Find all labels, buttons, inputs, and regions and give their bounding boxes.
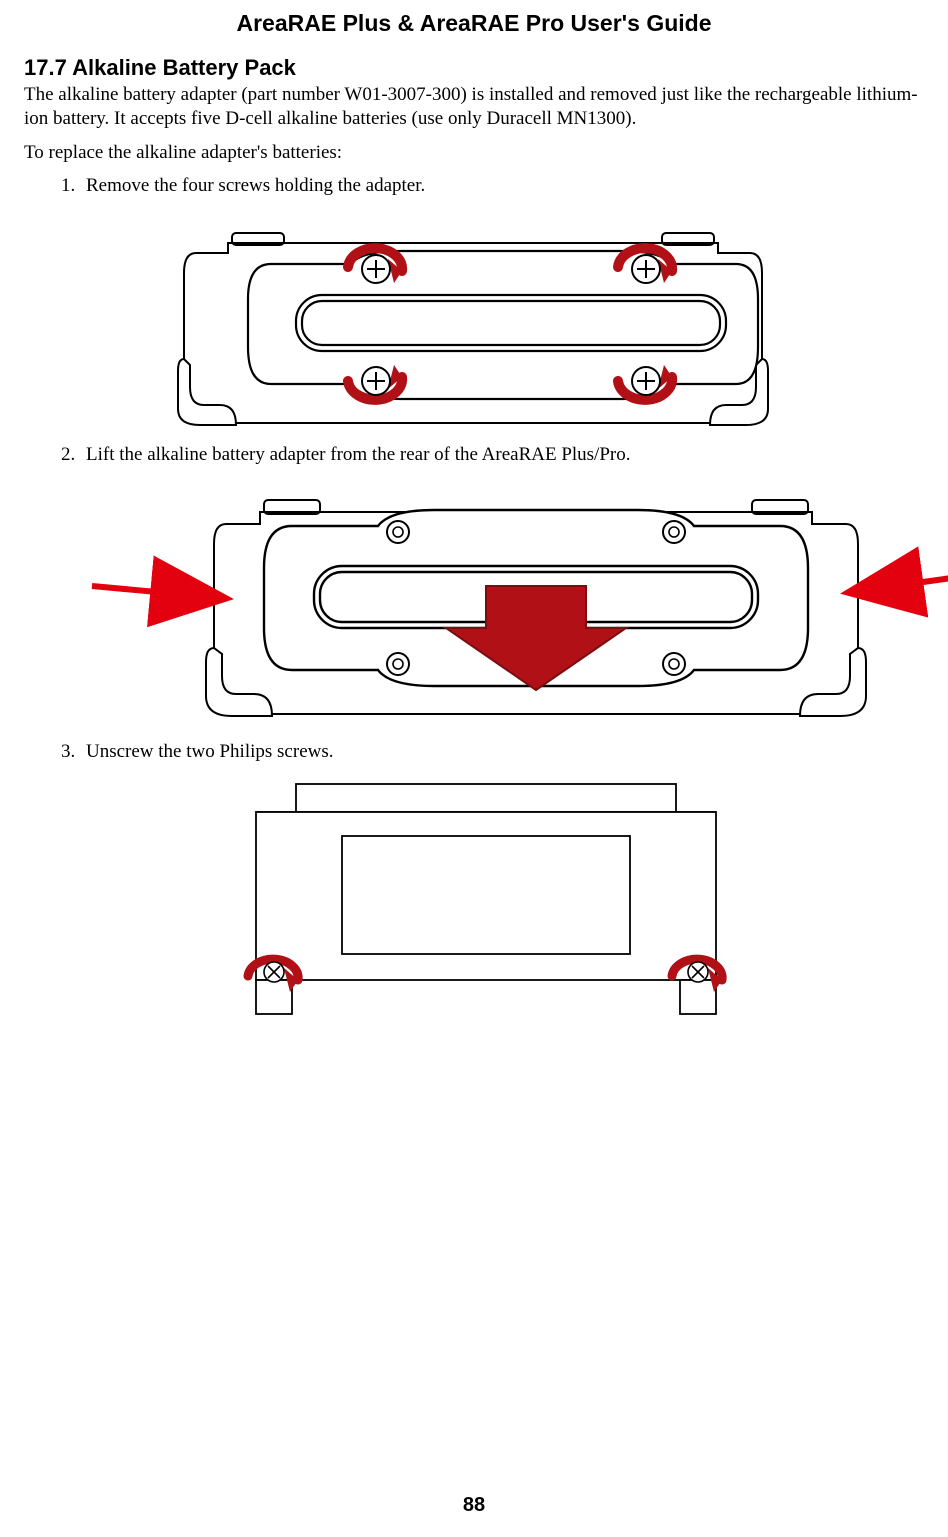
- lift-adapter-diagram: [86, 478, 948, 726]
- document-page: AreaRAE Plus & AreaRAE Pro User's Guide …: [0, 0, 948, 1537]
- figure-1: [176, 209, 924, 429]
- philips-screws-diagram: [176, 774, 796, 1034]
- list-item: Remove the four screws holding the adapt…: [80, 174, 924, 429]
- list-item: Lift the alkaline battery adapter from t…: [80, 443, 924, 726]
- step-text: Unscrew the two Philips screws.: [86, 741, 334, 762]
- page-number: 88: [0, 1494, 948, 1517]
- running-head: AreaRAE Plus & AreaRAE Pro User's Guide: [24, 10, 924, 37]
- step-text: Lift the alkaline battery adapter from t…: [86, 444, 630, 465]
- section-heading: 17.7 Alkaline Battery Pack: [24, 55, 924, 81]
- intro-paragraph: The alkaline battery adapter (part numbe…: [24, 83, 924, 131]
- lead-in: To replace the alkaline adapter's batter…: [24, 141, 924, 165]
- right-arrow-icon: [852, 574, 948, 592]
- step-list: Remove the four screws holding the adapt…: [24, 174, 924, 1034]
- figure-2: [86, 478, 924, 726]
- figure-3: [176, 774, 924, 1034]
- step-text: Remove the four screws holding the adapt…: [86, 175, 425, 196]
- adapter-screws-diagram: [176, 209, 771, 429]
- left-arrow-icon: [92, 586, 222, 598]
- list-item: Unscrew the two Philips screws.: [80, 740, 924, 1035]
